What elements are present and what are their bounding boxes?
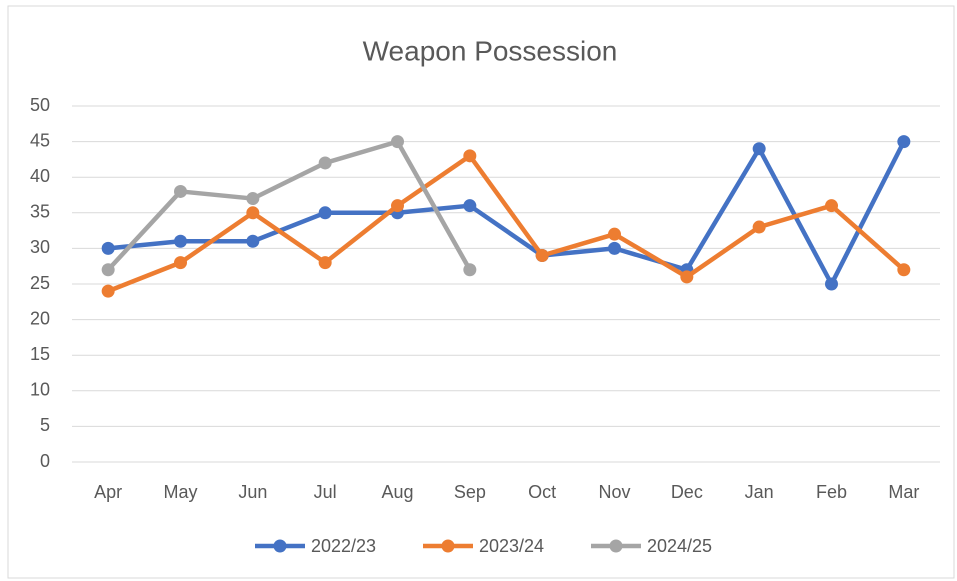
data-point (246, 206, 260, 220)
x-tick-label: Jan (745, 482, 774, 502)
legend-marker (273, 539, 287, 553)
x-tick-label: Mar (888, 482, 919, 502)
data-point (825, 277, 838, 291)
data-point (101, 263, 115, 277)
y-tick-label: 45 (30, 130, 50, 150)
y-tick-label: 50 (30, 95, 50, 115)
x-tick-label: Nov (598, 482, 630, 502)
y-tick-label: 35 (30, 202, 50, 222)
data-point (318, 156, 332, 170)
y-tick-label: 10 (30, 380, 50, 400)
y-tick-label: 30 (30, 237, 50, 257)
series-line (105, 139, 473, 273)
data-point (680, 270, 694, 284)
x-tick-label: Oct (528, 482, 556, 502)
data-point (463, 149, 477, 163)
data-point (391, 199, 404, 213)
data-point (246, 234, 260, 248)
data-point (535, 249, 549, 263)
data-point (608, 241, 621, 255)
data-point (246, 192, 260, 206)
data-point (463, 199, 477, 213)
data-point (752, 142, 766, 156)
data-point (463, 263, 477, 277)
x-tick-label: May (163, 482, 197, 502)
data-point (174, 256, 187, 270)
x-tick-label: Apr (94, 482, 122, 502)
data-point (897, 263, 911, 277)
x-tick-label: Aug (381, 482, 413, 502)
y-tick-label: 25 (30, 273, 50, 293)
data-point (101, 241, 115, 255)
y-tick-label: 15 (30, 344, 50, 364)
data-point (174, 184, 187, 198)
data-point (825, 199, 838, 213)
legend-marker (441, 539, 455, 553)
series-line (105, 153, 907, 294)
data-point (174, 234, 187, 248)
x-tick-label: Sep (454, 482, 486, 502)
x-tick-label: Feb (816, 482, 847, 502)
data-point (318, 256, 332, 270)
y-tick-label: 20 (30, 308, 50, 328)
series-line (105, 139, 907, 287)
y-tick-label: 5 (40, 415, 50, 435)
data-point (391, 135, 404, 149)
chart-title: Weapon Possession (363, 35, 618, 66)
chart-frame (7, 5, 955, 579)
data-point (318, 206, 332, 220)
data-point (752, 220, 766, 234)
legend-label: 2022/23 (311, 536, 376, 556)
y-tick-label: 0 (40, 451, 50, 471)
y-tick-label: 40 (30, 166, 50, 186)
legend-marker (609, 539, 623, 553)
x-tick-label: Jul (314, 482, 337, 502)
legend-label: 2023/24 (479, 536, 544, 556)
data-point (608, 227, 621, 241)
x-tick-label: Dec (671, 482, 703, 502)
legend-label: 2024/25 (647, 536, 712, 556)
data-point (101, 284, 115, 298)
x-tick-label: Jun (238, 482, 267, 502)
data-point (897, 135, 911, 149)
